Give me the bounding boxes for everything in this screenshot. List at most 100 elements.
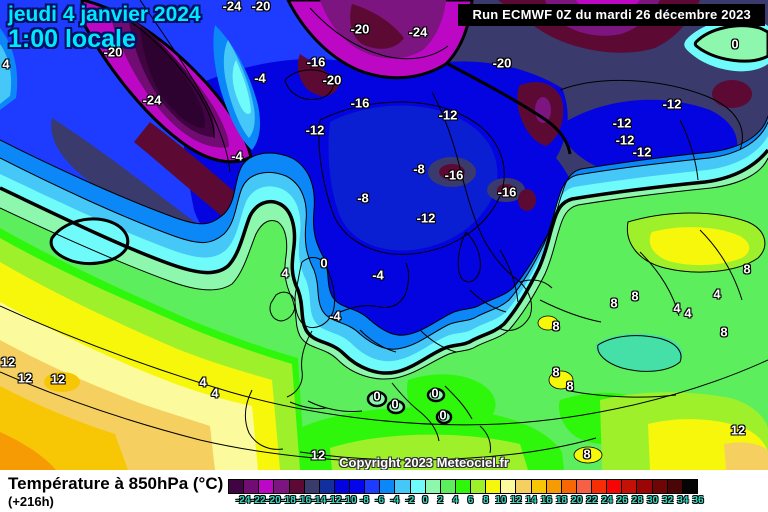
map-temp-label: -24 xyxy=(222,0,242,14)
color-scale-cell xyxy=(546,480,562,493)
map-temp-label: -20 xyxy=(322,72,342,88)
map-temp-label: 8 xyxy=(631,288,639,304)
map-temp-label: -20 xyxy=(251,0,271,14)
map-temp-label: 4 xyxy=(211,385,219,401)
color-scale-tick: -10 xyxy=(342,495,357,506)
color-scale-cell xyxy=(350,480,366,493)
color-scale-tick: 6 xyxy=(467,495,474,506)
map-temp-label: -4 xyxy=(372,267,384,283)
map-temp-label: 8 xyxy=(583,446,591,462)
color-scale-tick: 22 xyxy=(586,495,598,506)
map-temp-label: 0 xyxy=(391,396,399,412)
color-scale-cell xyxy=(289,480,305,493)
color-scale-tick: -16 xyxy=(296,495,312,506)
map-temp-label: -16 xyxy=(444,167,464,183)
map-temp-label: 0 xyxy=(373,388,381,404)
color-scale-cell xyxy=(607,480,623,493)
map-temp-label: 8 xyxy=(552,318,560,334)
color-scale-tick: 32 xyxy=(662,495,674,506)
copyright-text: Copyright 2023 Meteociel.fr xyxy=(339,455,509,470)
map-temp-label: 4 xyxy=(199,374,207,390)
color-scale-tick: 36 xyxy=(692,495,704,506)
map-temp-label: -20 xyxy=(103,44,123,60)
color-scale-tick: -2 xyxy=(405,495,415,506)
map-temp-label: 4 xyxy=(673,300,681,316)
color-scale-tick: 18 xyxy=(555,495,568,506)
map-temp-label: 12 xyxy=(310,447,326,463)
color-scale-cell xyxy=(229,480,245,493)
temperature-map[interactable]: jeudi 4 janvier 2024 1:00 locale Run ECM… xyxy=(0,0,768,470)
color-scale-cell xyxy=(395,480,411,493)
color-scale-cell xyxy=(244,480,260,493)
color-scale-tick: 0 xyxy=(422,495,428,506)
color-scale xyxy=(228,479,698,494)
color-scale-tick: -20 xyxy=(266,495,281,506)
map-temp-label: 8 xyxy=(552,364,560,380)
legend-title: Température à 850hPa (°C) xyxy=(8,474,224,493)
temperature-field-graphic xyxy=(0,0,768,470)
color-scale-tick: 2 xyxy=(437,495,444,506)
color-scale-tick: 30 xyxy=(646,495,659,506)
color-scale-cell xyxy=(576,480,592,493)
color-scale-cell xyxy=(652,480,668,493)
map-temp-label: 12 xyxy=(50,371,66,387)
legend-forecast-hour: (+216h) xyxy=(8,494,54,509)
map-temp-label: -12 xyxy=(612,115,632,131)
map-temp-label: -24 xyxy=(408,24,428,40)
color-scale-tick: 28 xyxy=(631,495,643,506)
map-temp-label: -4 xyxy=(231,148,243,164)
color-scale-tick: -6 xyxy=(375,495,385,506)
color-scale-tick: 26 xyxy=(616,495,628,506)
color-scale-cell xyxy=(561,480,577,493)
color-scale-tick: 20 xyxy=(571,495,583,506)
map-temp-label: 0 xyxy=(431,385,439,401)
map-temp-label: -12 xyxy=(416,210,436,226)
color-scale-cell xyxy=(667,480,683,493)
color-scale-tick: -4 xyxy=(390,495,400,506)
color-scale-cell xyxy=(592,480,608,493)
legend-footer: Température à 850hPa (°C) (+216h) -24 -2 2… xyxy=(0,470,768,512)
color-scale-cell xyxy=(486,480,502,493)
color-scale-tick: -24 xyxy=(235,495,251,506)
map-temp-label: -16 xyxy=(497,184,517,200)
map-temp-label: -16 xyxy=(350,95,370,111)
map-temp-label: 0 xyxy=(439,407,447,423)
map-temp-label: 4 xyxy=(2,56,10,72)
map-temp-label: -12 xyxy=(632,144,652,160)
map-temp-label: 8 xyxy=(720,324,728,340)
map-temp-label: 4 xyxy=(281,265,289,281)
color-scale-cell xyxy=(682,480,697,493)
map-temp-label: -20 xyxy=(350,21,370,37)
color-scale-cell xyxy=(304,480,320,493)
color-scale-cell xyxy=(440,480,456,493)
color-scale-tick: 24 xyxy=(601,495,613,506)
map-temp-label: 0 xyxy=(731,36,739,52)
map-temp-label: 8 xyxy=(566,378,574,394)
map-temp-label: 8 xyxy=(610,295,618,311)
map-temp-label: -12 xyxy=(438,107,458,123)
color-scale-cell xyxy=(319,480,335,493)
color-scale-cell xyxy=(637,480,653,493)
map-temp-label: -12 xyxy=(615,132,635,148)
map-temp-label: -4 xyxy=(329,308,341,324)
color-scale-tick: 16 xyxy=(540,495,552,506)
color-scale-tick: 10 xyxy=(495,495,507,506)
color-scale-cell xyxy=(622,480,638,493)
color-scale-tick: -8 xyxy=(359,495,369,506)
color-scale-tick: -12 xyxy=(326,495,342,506)
color-scale-cell xyxy=(425,480,441,493)
color-scale-cell xyxy=(410,480,426,493)
model-run-info: Run ECMWF 0Z du mardi 26 décembre 2023 xyxy=(458,4,765,26)
map-temp-label: -12 xyxy=(662,96,682,112)
map-temp-label: 0 xyxy=(320,255,328,271)
map-temp-label: 12 xyxy=(0,354,16,370)
color-scale-tick: 14 xyxy=(525,495,537,506)
color-scale-cell xyxy=(365,480,381,493)
color-scale-cell xyxy=(380,480,396,493)
color-scale-cell xyxy=(471,480,487,493)
color-scale-tick: 12 xyxy=(510,495,522,506)
color-scale-cell xyxy=(455,480,471,493)
color-scale-cell xyxy=(501,480,517,493)
color-scale-cell xyxy=(274,480,290,493)
